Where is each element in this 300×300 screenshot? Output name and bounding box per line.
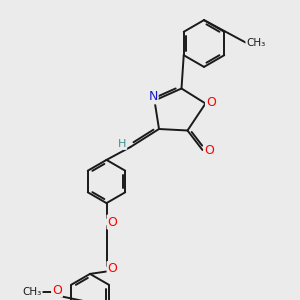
Text: O: O (206, 95, 216, 109)
Text: CH₃: CH₃ (22, 287, 42, 297)
Text: N: N (148, 90, 158, 104)
Text: CH₃: CH₃ (246, 38, 266, 48)
Text: O: O (204, 143, 214, 157)
Text: O: O (108, 262, 117, 275)
Text: H: H (118, 139, 126, 149)
Text: O: O (52, 284, 62, 297)
Text: O: O (108, 215, 117, 229)
